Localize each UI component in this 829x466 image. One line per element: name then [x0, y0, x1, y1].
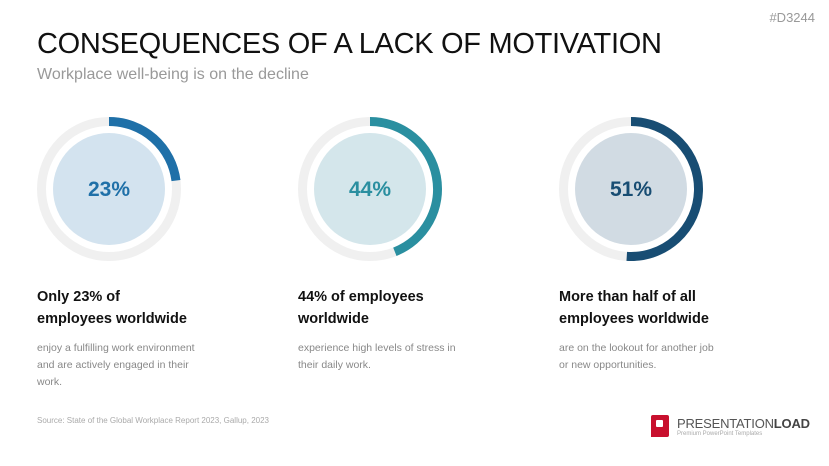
logo-mark-icon [651, 415, 669, 437]
presentationload-logo: PRESENTATIONLOAD Premium PowerPoint Temp… [651, 415, 810, 437]
stat-description: experience high levels of stress in thei… [298, 342, 456, 371]
page-title: CONSEQUENCES OF A LACK OF MOTIVATION [37, 28, 662, 60]
heading-line: Only 23% of [37, 289, 120, 305]
ring-inner-disk [575, 133, 687, 245]
stat-heading: Only 23% of employees worldwide [37, 286, 267, 330]
ring-progress-arc [108, 117, 181, 182]
stat-column-3: 51% More than half of all employees world… [559, 112, 789, 374]
stat-heading: 44% of employees worldwide [298, 286, 528, 330]
heading-line: More than half of all [559, 289, 696, 305]
ring-inner-disk [314, 133, 426, 245]
progress-ring-3: 51% [559, 117, 703, 261]
stat-heading: More than half of all employees worldwide [559, 286, 789, 330]
stat-description: are on the lookout for another job or ne… [559, 342, 714, 371]
progress-ring-2: 44% [298, 117, 442, 261]
ring-percentage-label: 44% [349, 178, 391, 201]
ring-percentage-label: 23% [88, 178, 130, 201]
source-note: Source: State of the Global Workplace Re… [37, 416, 269, 425]
ring-inner-disk [53, 133, 165, 245]
stat-description: enjoy a fulfilling work environment and … [37, 342, 195, 388]
progress-ring-1: 23% [37, 117, 181, 261]
stat-column-1: 23% Only 23% of employees worldwide enjoy… [37, 112, 267, 391]
heading-line: employees worldwide [37, 311, 187, 327]
document-code: #D3244 [769, 10, 815, 25]
ring-progress-arc [369, 117, 442, 256]
heading-line: 44% of employees [298, 289, 424, 305]
logo-wordmark: PRESENTATIONLOAD [677, 415, 810, 431]
ring-progress-arc [626, 117, 703, 261]
page-subtitle: Workplace well-being is on the decline [37, 66, 309, 83]
ring-percentage-label: 51% [610, 178, 652, 201]
heading-line: worldwide [298, 311, 369, 327]
logo-tagline: Premium PowerPoint Templates [677, 430, 763, 437]
stat-column-2: 44% 44% of employees worldwide experience… [298, 112, 528, 374]
heading-line: employees worldwide [559, 311, 709, 327]
